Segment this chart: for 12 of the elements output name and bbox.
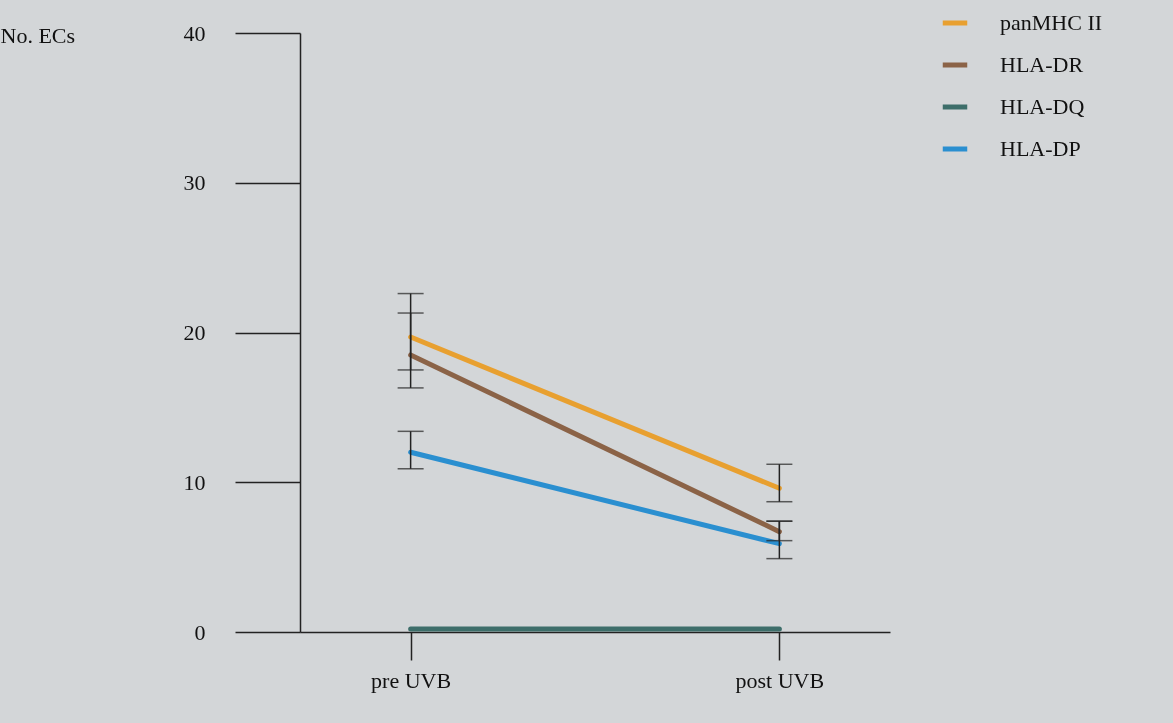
x-tick-label: pre UVB: [371, 667, 452, 693]
y-tick-label: 20: [183, 320, 206, 345]
y-tick-label: 30: [183, 170, 206, 196]
x-tick-label: post UVB: [735, 667, 825, 693]
legend-label: HLA-DR: [1000, 52, 1084, 77]
y-tick-label: 40: [183, 20, 206, 46]
y-axis-title: No. ECs: [0, 22, 76, 48]
legend-label: panMHC II: [1000, 10, 1103, 35]
legend-label: HLA-DQ: [1000, 94, 1085, 119]
y-tick-label: 10: [183, 469, 206, 495]
y-tick-label: 0: [194, 619, 206, 645]
legend-label: HLA-DP: [1000, 136, 1081, 161]
